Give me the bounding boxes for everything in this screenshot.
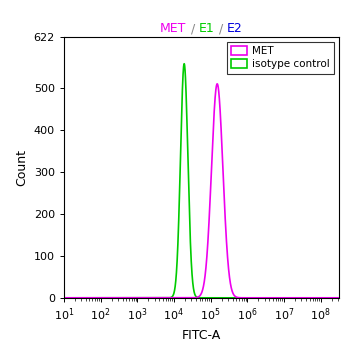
Text: E1: E1 bbox=[199, 22, 215, 35]
X-axis label: FITC-A: FITC-A bbox=[182, 329, 221, 342]
Text: MET: MET bbox=[160, 22, 187, 35]
Legend: MET, isotype control: MET, isotype control bbox=[227, 42, 334, 74]
Text: /: / bbox=[215, 22, 227, 35]
Y-axis label: Count: Count bbox=[15, 149, 28, 186]
Text: /: / bbox=[187, 22, 199, 35]
Text: E2: E2 bbox=[227, 22, 242, 35]
